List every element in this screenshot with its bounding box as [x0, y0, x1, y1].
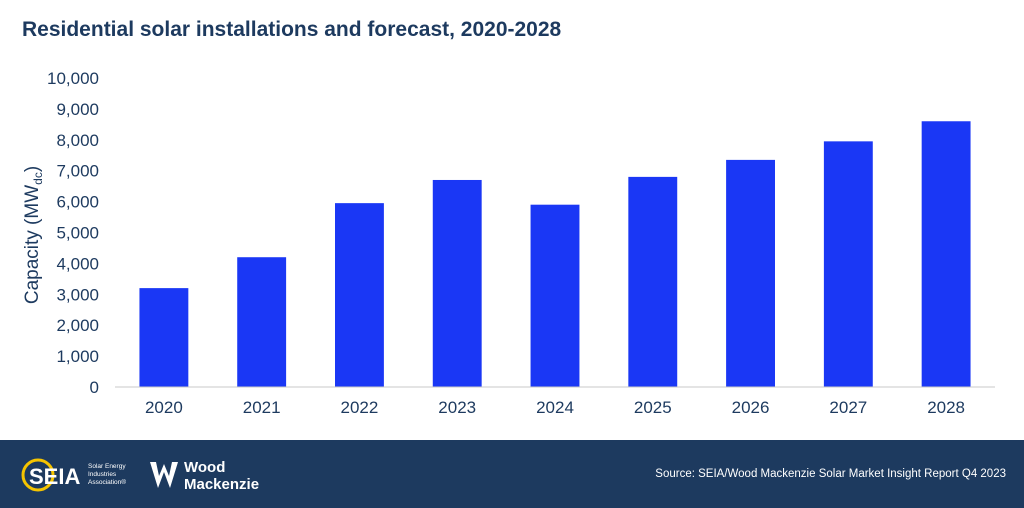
bar-2023 [432, 179, 482, 387]
footer-bar: SEIA Solar Energy Industries Association… [0, 440, 1024, 508]
y-axis-label-end: ) [22, 166, 43, 172]
y-tick-label: 4,000 [56, 254, 99, 273]
bar-2022 [335, 203, 384, 387]
y-tick-label: 10,000 [47, 69, 99, 88]
seia-tagline-1: Solar Energy [88, 463, 126, 470]
y-tick-label: 7,000 [56, 162, 99, 181]
x-tick-label: 2027 [829, 398, 867, 417]
seia-logo: SEIA Solar Energy Industries Association… [21, 458, 126, 492]
x-tick-label: 2024 [536, 398, 574, 417]
y-tick-label: 9,000 [56, 100, 99, 119]
chart-svg: 0 1,000 2,000 3,000 4,000 5,000 6,000 7,000 8,00… [22, 69, 995, 417]
x-tick-label: 2026 [732, 398, 770, 417]
x-tick-label: 2023 [438, 398, 476, 417]
bar-chart: 0 1,000 2,000 3,000 4,000 5,000 6,000 7,000 8,00… [0, 60, 1024, 430]
seia-tagline-2: Industries [88, 471, 117, 478]
wood-mackenzie-line-2: Mackenzie [184, 476, 259, 493]
bar-2021 [237, 257, 287, 387]
y-tick-label: 5,000 [56, 224, 99, 243]
y-tick-label: 8,000 [56, 131, 99, 150]
seia-sun-icon [21, 458, 55, 492]
y-tick-label: 6,000 [56, 193, 99, 212]
x-tick-label: 2020 [145, 398, 183, 417]
wood-mackenzie-logo: Wood Mackenzie [150, 459, 259, 493]
chart-title: Residential solar installations and fore… [22, 18, 562, 41]
seia-wordmark: SEIA [29, 464, 80, 489]
x-tick-label: 2025 [634, 398, 672, 417]
bar-2020 [139, 288, 189, 387]
bars [139, 121, 971, 387]
y-tick-label: 2,000 [56, 316, 99, 335]
wood-mackenzie-mark-icon [150, 462, 178, 488]
y-axis-label-main: Capacity (MW [22, 185, 43, 304]
seia-tagline-3: Association® [88, 478, 126, 486]
y-axis-ticks: 0 1,000 2,000 3,000 4,000 5,000 6,000 7,000 8,00… [47, 69, 99, 397]
bar-2025 [628, 176, 678, 387]
bar-2026 [726, 159, 775, 387]
bar-2024 [530, 204, 580, 387]
x-tick-label: 2028 [927, 398, 965, 417]
wood-mackenzie-line-1: Wood [184, 459, 225, 476]
bar-2027 [823, 141, 873, 387]
y-tick-label: 3,000 [56, 285, 99, 304]
x-axis-ticks: 2020 2021 2022 2023 2024 2025 2026 2027 2028 [145, 398, 965, 417]
y-tick-label: 1,000 [56, 347, 99, 366]
source-note: Source: SEIA/Wood Mackenzie Solar Market… [655, 468, 1006, 480]
bar-2028 [921, 121, 971, 387]
y-axis-label-subscript: dc [31, 172, 45, 185]
y-axis-label: Capacity (MWdc) [22, 166, 45, 304]
x-tick-label: 2022 [341, 398, 379, 417]
x-tick-label: 2021 [243, 398, 281, 417]
y-tick-label: 0 [90, 378, 99, 397]
